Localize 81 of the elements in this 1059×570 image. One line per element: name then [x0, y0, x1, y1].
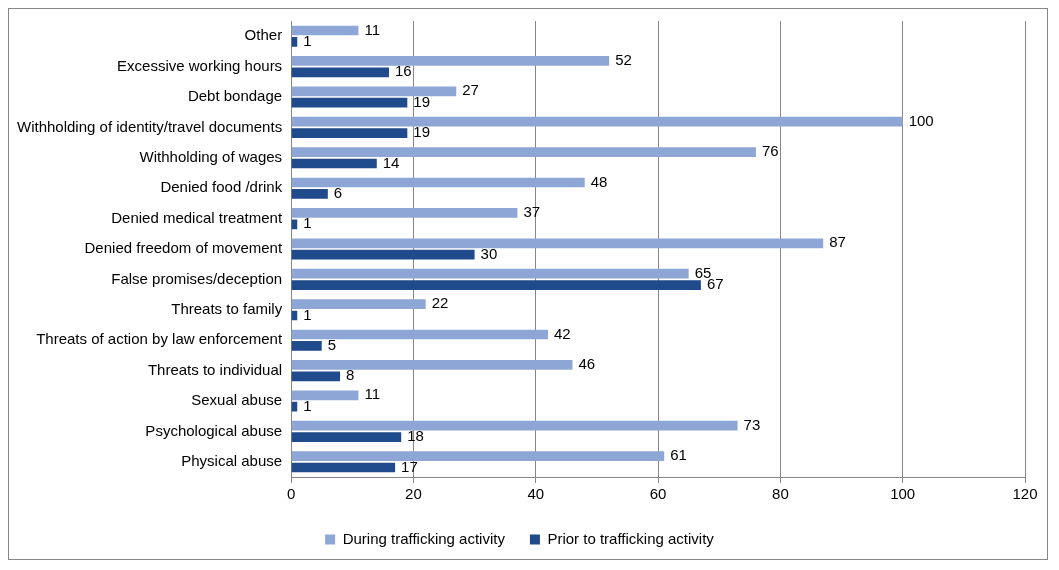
bar [291, 177, 585, 188]
bar [291, 329, 548, 340]
data-label: 14 [382, 153, 400, 171]
data-label: 1 [303, 32, 312, 50]
data-label: 1 [303, 214, 312, 232]
y-tick-label: Withholding of wages [139, 147, 283, 165]
data-label: 6 [333, 184, 343, 202]
bar [291, 390, 359, 401]
bar [291, 451, 665, 461]
y-tick-label: Denied freedom of movement [84, 239, 283, 257]
data-label: 73 [743, 415, 761, 433]
data-label: 1 [303, 305, 312, 323]
data-label: 27 [462, 81, 479, 99]
bar [291, 147, 756, 157]
y-tick-label: Other [244, 26, 283, 44]
y-tick-label: Debt bondage [187, 87, 283, 105]
bar [291, 238, 824, 249]
data-label: 52 [615, 51, 632, 69]
y-tick-label: Psychological abuse [145, 421, 283, 439]
bar [291, 280, 701, 290]
y-tick-label: Denied food /drink [160, 178, 283, 196]
data-label: 5 [327, 336, 337, 354]
data-label: 61 [670, 446, 687, 464]
x-tick-label: 100 [890, 485, 916, 503]
data-label: 16 [394, 62, 412, 80]
bar [291, 268, 689, 279]
x-tick-label: 0 [286, 485, 296, 503]
bar [291, 420, 738, 431]
data-label: 42 [553, 324, 571, 342]
bar [291, 25, 359, 36]
bar [291, 208, 518, 218]
data-label: 17 [401, 457, 418, 475]
data-label: 76 [761, 142, 779, 160]
data-label: 19 [413, 123, 431, 141]
bar [291, 97, 408, 108]
bar [291, 67, 389, 78]
data-label: 1 [303, 396, 312, 414]
data-label: 48 [590, 172, 608, 190]
y-tick-label: Threats of action by law enforcement [36, 330, 283, 348]
data-label: 37 [523, 203, 541, 221]
legend-label: Prior to trafficking activity [547, 529, 715, 547]
bar [291, 128, 408, 138]
x-tick-label: 60 [649, 485, 667, 503]
bar [291, 432, 402, 442]
x-tick-label: 20 [405, 485, 422, 503]
bar [291, 401, 298, 412]
x-tick-label: 40 [527, 485, 545, 503]
y-tick-label: Excessive working hours [117, 56, 283, 74]
y-tick-label: Threats to individual [147, 360, 283, 378]
y-tick-label: Withholding of identity/travel documents [17, 117, 283, 135]
y-tick-label: Denied medical treatment [111, 208, 283, 226]
data-label: 100 [908, 111, 934, 129]
data-label: 87 [829, 233, 846, 251]
bar [291, 462, 396, 473]
data-label: 19 [413, 92, 431, 110]
bar [291, 189, 328, 199]
bar [291, 158, 377, 169]
bar [291, 219, 298, 230]
bar [291, 371, 341, 382]
data-label: 18 [407, 427, 424, 445]
bar [291, 56, 610, 66]
data-label: 11 [364, 20, 380, 38]
bar [291, 116, 903, 127]
data-label: 11 [364, 385, 380, 403]
data-label: 8 [346, 366, 355, 384]
bar [291, 360, 573, 370]
bar [291, 37, 298, 47]
x-tick-label: 80 [772, 485, 789, 503]
bar [291, 249, 475, 260]
data-label: 22 [431, 294, 449, 312]
y-tick-label: Threats to family [171, 299, 283, 317]
legend-label: During trafficking activity [342, 529, 506, 547]
bar [291, 299, 426, 309]
y-tick-label: False promises/deception [111, 269, 283, 287]
y-tick-label: Sexual abuse [191, 391, 283, 409]
bar [291, 341, 322, 351]
data-label: 30 [480, 244, 498, 262]
data-label: 46 [578, 355, 596, 373]
bar [291, 86, 457, 97]
y-tick-label: Physical abuse [181, 451, 283, 469]
x-tick-label: 120 [1012, 485, 1038, 503]
